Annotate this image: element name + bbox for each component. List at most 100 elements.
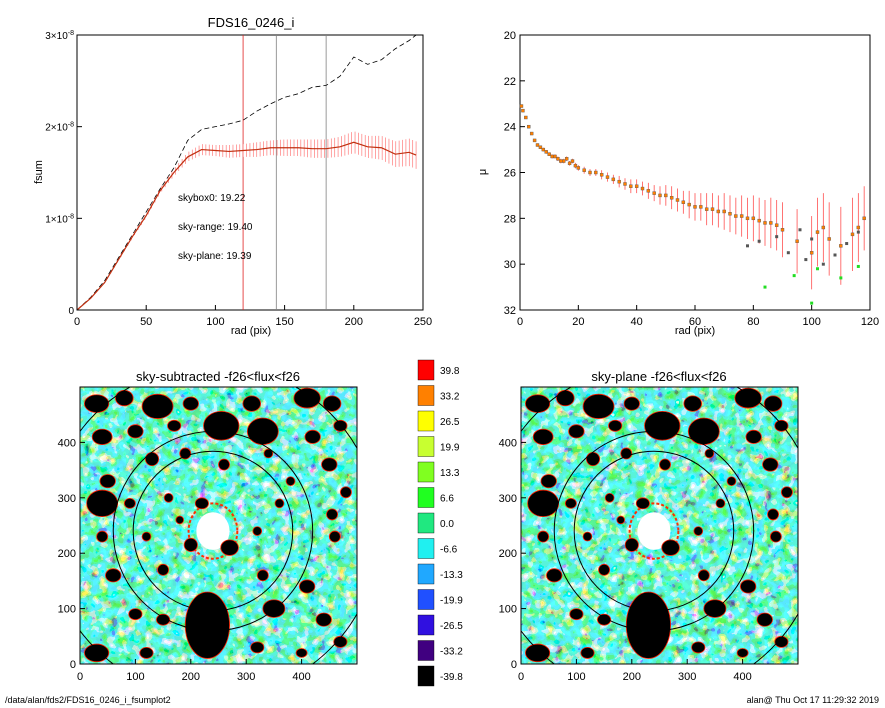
colorbar-level-label: 19.9	[440, 443, 460, 454]
masked-source	[597, 613, 612, 626]
data-point	[839, 244, 843, 248]
data-point	[763, 285, 767, 289]
masked-source	[156, 613, 171, 626]
colorbar-level-label: -13.3	[440, 570, 463, 581]
data-point	[786, 251, 790, 255]
masked-source	[580, 646, 595, 659]
galaxy-core-rim	[628, 502, 680, 560]
data-point	[547, 152, 551, 156]
colorbar-swatch	[417, 487, 435, 508]
data-point	[605, 175, 610, 179]
colorbar-swatch	[417, 385, 435, 406]
data-point	[722, 209, 726, 214]
masked-source	[203, 410, 240, 441]
data-point	[804, 258, 808, 262]
data-point	[780, 228, 785, 232]
y-tick-label: 400	[499, 437, 517, 449]
masked-source	[527, 489, 560, 518]
fsum-plot: FDS16_0246_i 0 50 100 150 200 250 01×10-82×10…	[33, 15, 432, 337]
masked-source	[179, 447, 192, 460]
masked-source	[163, 492, 174, 503]
masked-source	[262, 599, 286, 618]
masked-source	[604, 492, 615, 503]
data-point	[541, 147, 546, 152]
masked-source	[780, 486, 793, 499]
data-point	[816, 267, 819, 271]
masked-source	[250, 641, 265, 654]
y-tick-label: 100	[499, 604, 517, 616]
vertical-marker-lines	[242, 35, 327, 310]
masked-source	[328, 530, 341, 543]
masked-source	[167, 419, 182, 432]
masked-source	[608, 419, 623, 432]
data-point	[839, 276, 843, 280]
masked-source	[661, 539, 680, 556]
masked-source	[635, 497, 650, 510]
colorbar-swatch	[417, 359, 435, 381]
data-point	[550, 154, 554, 159]
data-point	[862, 216, 866, 221]
colorbar-swatch	[417, 665, 435, 687]
data-point	[734, 214, 738, 218]
masked-source	[537, 530, 550, 543]
data-point	[521, 108, 525, 113]
masked-source	[175, 515, 184, 525]
data-point	[746, 244, 749, 248]
y-tick-label: 26	[504, 168, 516, 180]
data-point	[567, 161, 572, 166]
colorbar-level-label: -26.5	[440, 621, 463, 632]
fsum-y-axis-label: fsum	[33, 160, 45, 184]
data-point	[664, 193, 668, 198]
data-point	[775, 235, 779, 239]
data-point	[669, 196, 674, 200]
data-point	[559, 159, 563, 163]
masked-source	[693, 526, 704, 536]
x-tick-label: 150	[275, 316, 293, 328]
data-point	[599, 173, 604, 177]
x-tick-label: 100	[126, 671, 144, 683]
mu-x-ticks: 0 20 40 60 80 100 120	[517, 305, 879, 328]
x-tick-label: 200	[345, 316, 363, 328]
masked-source	[157, 563, 170, 576]
colorbar-swatch	[417, 614, 435, 636]
aperture-ellipse	[573, 450, 735, 612]
y-tick-label: 0	[70, 659, 76, 671]
masked-source	[687, 417, 720, 446]
data-point	[529, 131, 534, 136]
x-tick-label: 80	[747, 316, 759, 328]
mu-x-axis-label: rad (pix)	[675, 325, 715, 337]
galaxy-core-rim	[187, 502, 239, 560]
data-point	[710, 207, 715, 211]
data-point	[535, 143, 540, 147]
x-tick-label: 400	[292, 671, 310, 683]
series-solid-line	[76, 141, 417, 311]
masked-source	[139, 646, 154, 659]
data-point	[845, 242, 849, 246]
masked-source	[703, 599, 727, 618]
colorbar-level-label: -39.8	[440, 672, 463, 683]
y-tick-label: 200	[499, 548, 517, 560]
masked-source	[86, 489, 119, 518]
masked-source	[246, 417, 279, 446]
fsum-x-ticks: 0 50 100 150 200 250	[74, 305, 432, 328]
y-tick-exponent: -8	[68, 30, 74, 37]
data-point	[833, 253, 837, 257]
annotation-sky-plane: sky-plane: 19.39	[178, 251, 252, 262]
masked-sources	[525, 387, 793, 663]
x-tick-label: 300	[678, 671, 696, 683]
masked-source	[582, 393, 615, 419]
footer-file-path: /data/alan/fds2/FDS16_0246_i_fsumplot2	[5, 695, 171, 705]
colorbar-swatch	[417, 436, 435, 457]
x-tick-label: 50	[140, 316, 152, 328]
colorbar-level-label: 13.3	[440, 468, 460, 479]
masked-source	[616, 515, 625, 525]
data-point	[611, 177, 616, 182]
data-point	[728, 212, 732, 216]
masked-source	[274, 498, 285, 509]
masked-source	[745, 429, 762, 444]
masked-source	[128, 608, 143, 621]
sky-subtracted-frame	[79, 386, 358, 665]
masked-sources	[84, 387, 352, 663]
masked-source	[525, 394, 551, 413]
y-tick-base: 2×10	[45, 123, 68, 134]
